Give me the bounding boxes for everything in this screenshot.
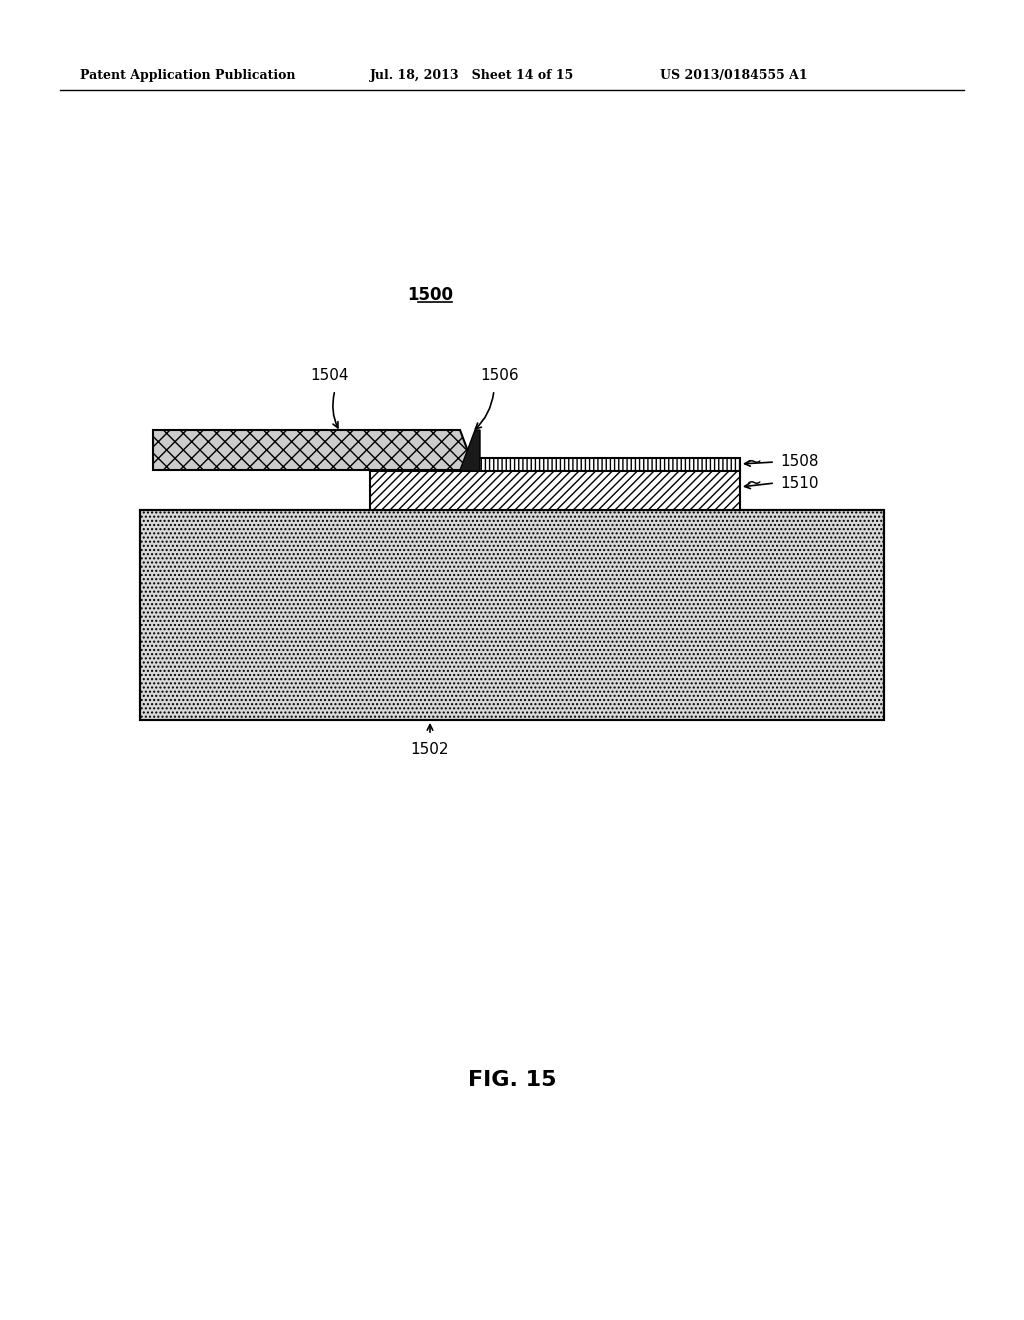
Text: US 2013/0184555 A1: US 2013/0184555 A1 bbox=[660, 69, 808, 82]
Text: Patent Application Publication: Patent Application Publication bbox=[80, 69, 296, 82]
Text: 1500: 1500 bbox=[407, 286, 453, 304]
Polygon shape bbox=[460, 430, 480, 471]
Text: ~: ~ bbox=[746, 474, 763, 492]
Text: 1504: 1504 bbox=[310, 367, 349, 383]
FancyBboxPatch shape bbox=[370, 458, 740, 471]
Text: 1510: 1510 bbox=[780, 475, 818, 491]
Text: ~: ~ bbox=[746, 453, 763, 471]
Text: 1506: 1506 bbox=[480, 367, 519, 383]
FancyBboxPatch shape bbox=[370, 470, 740, 510]
Polygon shape bbox=[153, 430, 475, 470]
Text: 1508: 1508 bbox=[780, 454, 818, 470]
FancyBboxPatch shape bbox=[140, 510, 884, 719]
Text: 1502: 1502 bbox=[411, 742, 450, 758]
Text: Jul. 18, 2013   Sheet 14 of 15: Jul. 18, 2013 Sheet 14 of 15 bbox=[370, 69, 574, 82]
Text: FIG. 15: FIG. 15 bbox=[468, 1071, 556, 1090]
